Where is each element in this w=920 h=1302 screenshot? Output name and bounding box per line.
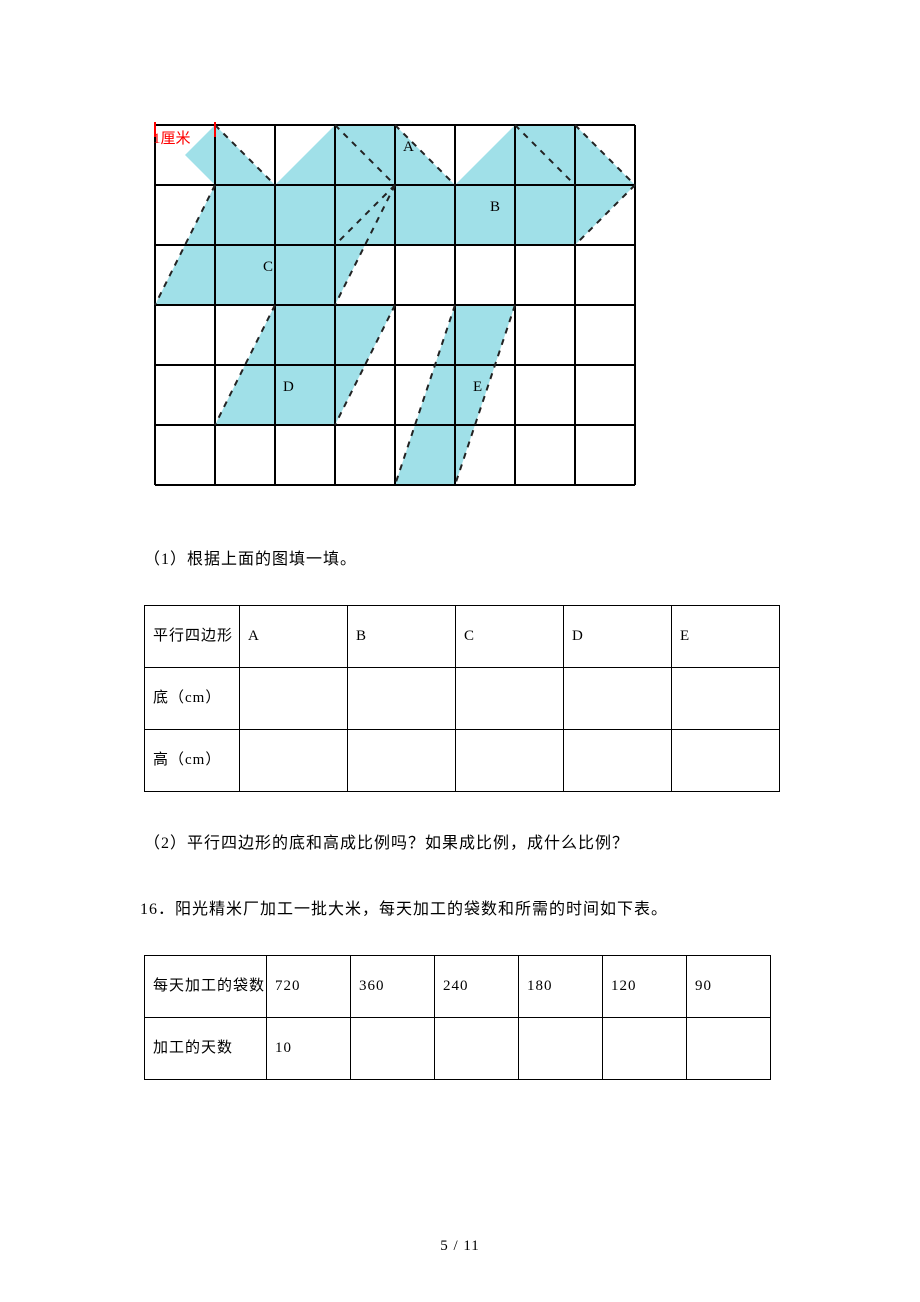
t2-r1c1: 10 — [267, 1018, 351, 1080]
table-row: 加工的天数 10 — [145, 1018, 771, 1080]
question-1-text: （1）根据上面的图填一填。 — [144, 546, 790, 575]
table-row: 底（cm） — [145, 667, 780, 729]
label-d: D — [283, 379, 294, 395]
t2-r1c3[interactable] — [435, 1018, 519, 1080]
label-b: B — [490, 199, 500, 215]
t1-r1c4[interactable] — [564, 667, 672, 729]
t1-r2c1[interactable] — [240, 729, 348, 791]
t1-r2c2[interactable] — [348, 729, 456, 791]
page-number: 5 / 11 — [0, 1233, 920, 1260]
t2-r0c4: 180 — [519, 956, 603, 1018]
table-row: 每天加工的袋数 720 360 240 180 120 90 — [145, 956, 771, 1018]
t2-r1c4[interactable] — [519, 1018, 603, 1080]
t2-r1c5[interactable] — [603, 1018, 687, 1080]
t2-r1c2[interactable] — [351, 1018, 435, 1080]
t1-r1c5[interactable] — [672, 667, 780, 729]
t2-r1c0: 加工的天数 — [145, 1018, 267, 1080]
t1-r1c2[interactable] — [348, 667, 456, 729]
t1-r0c3: C — [456, 605, 564, 667]
question-2-text: （2）平行四边形的底和高成比例吗？如果成比例，成什么比例？ — [144, 830, 790, 859]
table-row: 平行四边形 A B C D E — [145, 605, 780, 667]
t1-r0c2: B — [348, 605, 456, 667]
t1-r0c5: E — [672, 605, 780, 667]
t1-r2c3[interactable] — [456, 729, 564, 791]
label-c: C — [263, 259, 273, 275]
t2-r1c6[interactable] — [687, 1018, 771, 1080]
t2-r0c6: 90 — [687, 956, 771, 1018]
label-a: A — [403, 139, 414, 155]
t1-r1c0: 底（cm） — [145, 667, 240, 729]
t2-r0c1: 720 — [267, 956, 351, 1018]
question-16-text: 16．阳光精米厂加工一批大米，每天加工的袋数和所需的时间如下表。 — [140, 896, 790, 925]
t2-r0c3: 240 — [435, 956, 519, 1018]
t1-r2c4[interactable] — [564, 729, 672, 791]
t1-r2c0: 高（cm） — [145, 729, 240, 791]
t1-r1c3[interactable] — [456, 667, 564, 729]
grid-diagram: 1厘米 A B C D E — [150, 120, 790, 501]
t1-r0c4: D — [564, 605, 672, 667]
label-e: E — [473, 379, 482, 395]
t1-r0c1: A — [240, 605, 348, 667]
t1-r0c0: 平行四边形 — [145, 605, 240, 667]
t2-r0c5: 120 — [603, 956, 687, 1018]
t1-r1c1[interactable] — [240, 667, 348, 729]
t1-r2c5[interactable] — [672, 729, 780, 791]
table-1: 平行四边形 A B C D E 底（cm） 高（cm） — [144, 605, 780, 792]
t2-r0c0: 每天加工的袋数 — [145, 956, 267, 1018]
table-2: 每天加工的袋数 720 360 240 180 120 90 加工的天数 10 — [144, 955, 771, 1080]
table-row: 高（cm） — [145, 729, 780, 791]
unit-label: 1厘米 — [153, 130, 191, 147]
t2-r0c2: 360 — [351, 956, 435, 1018]
